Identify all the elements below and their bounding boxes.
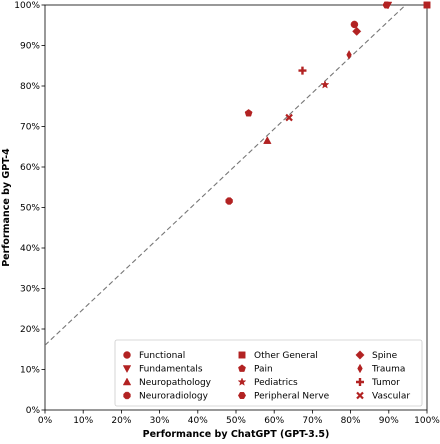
legend-label: Neuropathology: [139, 378, 212, 388]
legend-label: Functional: [139, 351, 185, 361]
legend-box: [114, 339, 423, 407]
legend-marker-spine: [355, 350, 365, 360]
x-tick-label: 70%: [302, 416, 322, 426]
axes-group: 0% 10% 20% 30% 40% 50% 60% 70% 80% 90% 100% 0% 10% 20…: [14, 1, 440, 426]
x-tick-label: 20%: [111, 416, 131, 426]
y-tick-label: 70%: [20, 123, 40, 133]
legend-label: Pediatrics: [254, 378, 298, 388]
legend-marker-peripheral-nerve: [238, 392, 246, 399]
x-tick-label: 60%: [264, 416, 284, 426]
legend-label: Spine: [372, 351, 398, 361]
x-tick-label: 10%: [73, 416, 93, 426]
legend-label: Pain: [254, 365, 273, 375]
legend: Functional Other General Spine Fundamentals…: [114, 339, 423, 407]
legend-label: Fundamentals: [139, 365, 203, 375]
x-tick-label: 90%: [379, 416, 399, 426]
y-tick-label: 20%: [20, 325, 40, 335]
data-point-pain: [244, 109, 253, 117]
y-tick-label: 30%: [20, 285, 40, 295]
y-tick-label: 50%: [20, 204, 40, 214]
data-point-vascular: [285, 113, 293, 122]
x-tick-label: 40%: [188, 416, 208, 426]
data-point-tumor: [298, 66, 307, 75]
x-axis-title: Performance by ChatGPT (GPT-3.5): [143, 429, 330, 440]
data-point-functional: [350, 20, 359, 29]
legend-label: Vascular: [372, 392, 410, 402]
legend-label: Tumor: [371, 378, 400, 388]
legend-label: Neuroradiology: [139, 392, 209, 402]
y-tick-label: 60%: [20, 163, 40, 173]
y-axis-title: Performance by GPT-4: [1, 148, 12, 267]
y-tick-label: 80%: [20, 82, 40, 92]
trend-line: [45, 5, 407, 346]
legend-marker-tumor: [356, 378, 364, 386]
data-point-neuroradiology: [225, 197, 233, 205]
legend-marker-pain: [238, 364, 246, 372]
data-point-peripheral-nerve: [382, 1, 391, 9]
data-point-neuropathology: [263, 136, 272, 144]
legend-marker-neuroradiology: [123, 391, 131, 400]
x-tick-label: 80%: [341, 416, 361, 426]
legend-label: Other General: [254, 351, 318, 361]
y-tick-label: 100%: [14, 1, 40, 11]
data-point-trauma: [346, 50, 352, 60]
legend-marker-pediatrics: [237, 377, 247, 386]
x-tick-label: 100%: [414, 416, 440, 426]
x-tick-label: 50%: [226, 416, 246, 426]
data-point-other-general: [423, 1, 431, 9]
x-tick-label: 30%: [150, 416, 170, 426]
legend-marker-functional: [123, 351, 131, 359]
legend-marker-neuropathology: [122, 377, 132, 386]
legend-marker-vascular: [356, 391, 364, 400]
y-tick-label: 0%: [26, 406, 41, 416]
data-points-group: [225, 1, 431, 205]
legend-label: Peripheral Nerve: [254, 392, 330, 402]
y-tick-label: 40%: [20, 244, 40, 254]
y-tick-label: 90%: [20, 42, 40, 52]
x-tick-label: 0%: [38, 416, 53, 426]
data-point-pediatrics: [320, 80, 330, 89]
legend-label: Trauma: [371, 365, 405, 375]
trend-line-group: [45, 5, 407, 346]
legend-marker-fundamentals: [122, 365, 132, 374]
legend-marker-trauma: [357, 363, 363, 374]
data-point-spine: [352, 26, 362, 36]
legend-marker-other-general: [238, 351, 246, 359]
y-tick-label: 10%: [20, 366, 40, 376]
